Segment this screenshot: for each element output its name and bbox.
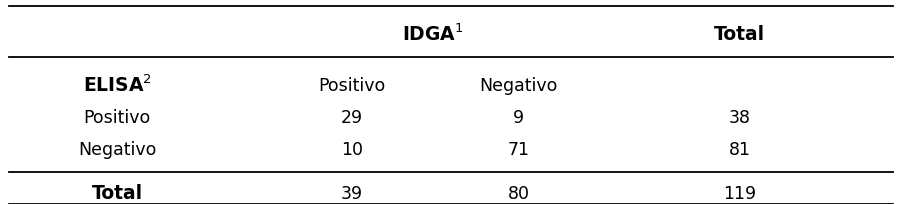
- Text: 80: 80: [508, 185, 529, 203]
- Text: Total: Total: [92, 184, 143, 203]
- Text: 9: 9: [513, 109, 524, 127]
- Text: Positivo: Positivo: [318, 77, 385, 95]
- Text: 119: 119: [723, 185, 756, 203]
- Text: Positivo: Positivo: [84, 109, 151, 127]
- Text: Negativo: Negativo: [480, 77, 557, 95]
- Text: 38: 38: [729, 109, 750, 127]
- Text: Negativo: Negativo: [78, 141, 156, 159]
- Text: 29: 29: [341, 109, 363, 127]
- Text: 39: 39: [341, 185, 363, 203]
- Text: ELISA$^2$: ELISA$^2$: [83, 75, 152, 96]
- Text: 10: 10: [341, 141, 363, 159]
- Text: IDGA$^1$: IDGA$^1$: [402, 24, 464, 45]
- Text: 81: 81: [729, 141, 750, 159]
- Text: 71: 71: [508, 141, 529, 159]
- Text: Total: Total: [714, 25, 765, 44]
